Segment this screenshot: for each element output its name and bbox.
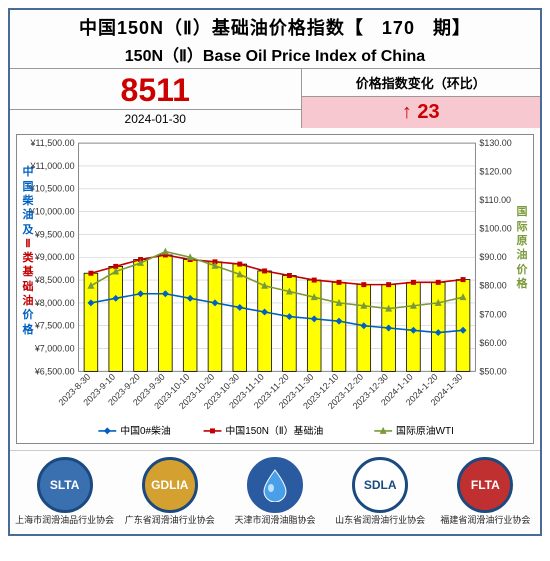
- assoc-logo: SLTA 上海市润滑油品行业协会: [15, 457, 115, 526]
- svg-text:$70.00: $70.00: [479, 310, 506, 320]
- svg-text:¥7,000.00: ¥7,000.00: [34, 344, 75, 354]
- logo-badge-icon: [247, 457, 303, 513]
- index-summary: 8511 2024-01-30 价格指数变化（环比） ↑ 23: [10, 68, 540, 128]
- svg-text:中国150N（Ⅱ）基础油: 中国150N（Ⅱ）基础油: [225, 424, 323, 437]
- title-cn: 中国150N（Ⅱ）基础油价格指数【 170 期】: [10, 14, 540, 40]
- assoc-logo: SDLA 山东省润滑油行业协会: [330, 457, 430, 526]
- title-en: 150N（Ⅱ）Base Oil Price Index of China: [10, 42, 540, 66]
- title-prefix: 中国150N（Ⅱ）基础油价格指数【: [79, 18, 364, 38]
- svg-text:$120.00: $120.00: [479, 167, 511, 177]
- assoc-logo: FLTA 福建省润滑油行业协会: [435, 457, 535, 526]
- header: 中国150N（Ⅱ）基础油价格指数【 170 期】 150N（Ⅱ）Base Oil…: [10, 10, 540, 68]
- index-date: 2024-01-30: [10, 109, 301, 128]
- logo-caption: 上海市润滑油品行业协会: [15, 515, 115, 526]
- change-value: ↑ 23: [302, 97, 541, 128]
- assoc-logo: 天津市润滑油脂协会: [225, 457, 325, 526]
- svg-text:¥6,500.00: ¥6,500.00: [34, 367, 75, 377]
- logo-row: SLTA 上海市润滑油品行业协会 GDLIA 广东省润滑油行业协会 天津市润滑油…: [10, 450, 540, 534]
- change-number: 23: [417, 101, 439, 124]
- title-suffix: 期】: [433, 18, 471, 38]
- svg-text:¥11,000.00: ¥11,000.00: [30, 161, 75, 171]
- svg-text:¥8,000.00: ¥8,000.00: [34, 298, 75, 308]
- svg-text:¥7,500.00: ¥7,500.00: [34, 321, 75, 331]
- svg-text:¥11,500.00: ¥11,500.00: [30, 138, 75, 148]
- logo-badge-icon: SDLA: [352, 457, 408, 513]
- svg-text:国际原油WTI: 国际原油WTI: [396, 424, 454, 437]
- index-value-box: 8511 2024-01-30: [10, 69, 302, 128]
- y-left-title: 中国柴油及Ⅱ类基础油价格: [21, 165, 35, 337]
- svg-text:¥10,500.00: ¥10,500.00: [29, 184, 75, 194]
- y-right-title: 国际原油价格: [515, 205, 529, 291]
- price-chart: 中国柴油及Ⅱ类基础油价格 国际原油价格 ¥6,500.00 ¥7,000.00 ¥7…: [16, 134, 534, 444]
- logo-badge-icon: SLTA: [37, 457, 93, 513]
- change-arrow-icon: ↑: [402, 101, 412, 124]
- logo-caption: 广东省润滑油行业协会: [120, 515, 220, 526]
- report-card: 中国150N（Ⅱ）基础油价格指数【 170 期】 150N（Ⅱ）Base Oil…: [8, 8, 542, 536]
- index-value: 8511: [10, 69, 301, 109]
- logo-caption: 天津市润滑油脂协会: [225, 515, 325, 526]
- chart-area: 中国柴油及Ⅱ类基础油价格 国际原油价格 ¥6,500.00 ¥7,000.00 ¥7…: [10, 128, 540, 450]
- svg-text:¥8,500.00: ¥8,500.00: [34, 275, 75, 285]
- svg-text:$100.00: $100.00: [479, 224, 511, 234]
- change-label: 价格指数变化（环比）: [302, 69, 541, 97]
- svg-text:$90.00: $90.00: [479, 253, 506, 263]
- logo-badge-icon: GDLIA: [142, 457, 198, 513]
- svg-text:$50.00: $50.00: [479, 367, 506, 377]
- logo-caption: 福建省润滑油行业协会: [435, 515, 535, 526]
- issue-number: 170: [370, 18, 427, 38]
- svg-text:$110.00: $110.00: [479, 196, 511, 206]
- svg-text:$130.00: $130.00: [479, 138, 511, 148]
- logo-caption: 山东省润滑油行业协会: [330, 515, 430, 526]
- svg-text:中国0#柴油: 中国0#柴油: [120, 424, 171, 437]
- svg-text:$80.00: $80.00: [479, 281, 506, 291]
- svg-text:¥9,500.00: ¥9,500.00: [34, 230, 75, 240]
- logo-badge-icon: FLTA: [457, 457, 513, 513]
- svg-text:¥10,000.00: ¥10,000.00: [29, 207, 75, 217]
- svg-text:¥9,000.00: ¥9,000.00: [34, 253, 75, 263]
- svg-text:$60.00: $60.00: [479, 338, 506, 348]
- index-change-box: 价格指数变化（环比） ↑ 23: [302, 69, 541, 128]
- assoc-logo: GDLIA 广东省润滑油行业协会: [120, 457, 220, 526]
- chart-svg: ¥6,500.00 ¥7,000.00 ¥7,500.00 ¥8,000.00 ¥8,5…: [17, 135, 533, 443]
